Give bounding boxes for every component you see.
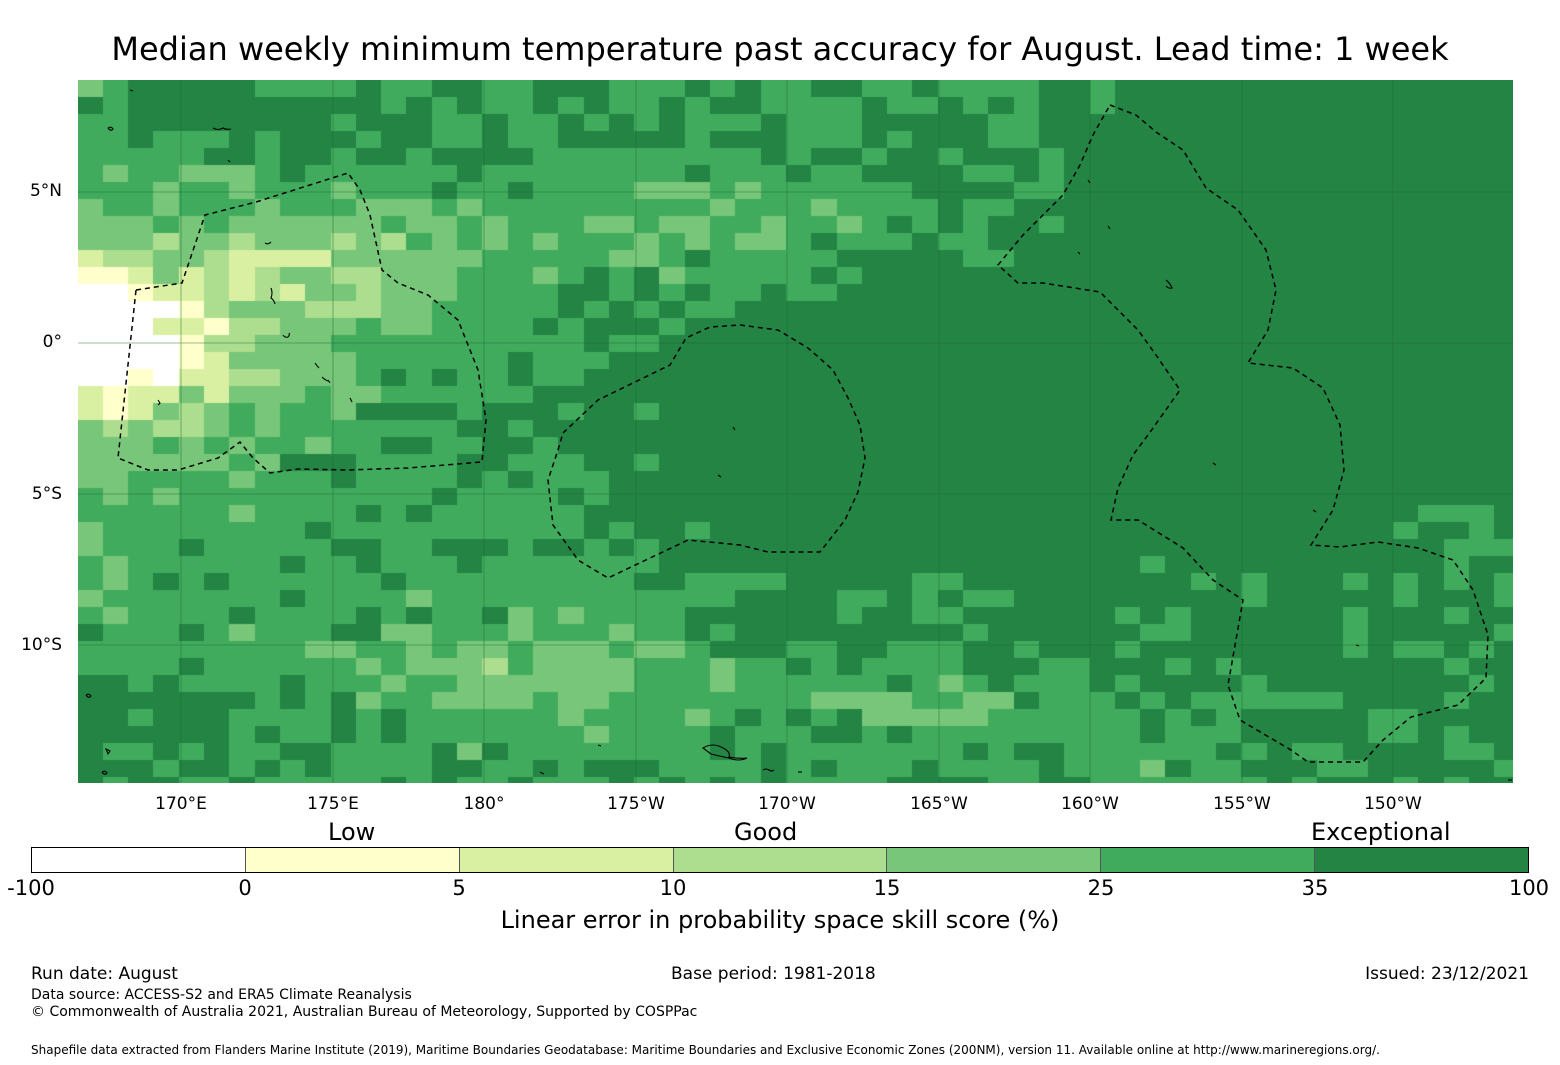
lon-label-175w: 175°W bbox=[607, 794, 665, 814]
eez-boundary-kiribati-line-islands bbox=[996, 104, 1489, 763]
run-date: Run date: August bbox=[31, 964, 178, 984]
issued-date: Issued: 23/12/2021 bbox=[1365, 964, 1529, 984]
colorbar-segment bbox=[32, 848, 246, 872]
colorbar-segment bbox=[673, 848, 888, 872]
skill-score-map bbox=[78, 80, 1513, 783]
colorbar bbox=[31, 847, 1529, 873]
colorbar-tick: 15 bbox=[873, 876, 901, 900]
lon-label-175e: 175°E bbox=[307, 794, 359, 814]
skill-score-heatmap bbox=[78, 80, 1513, 783]
colorbar-segment bbox=[1315, 848, 1529, 872]
category-exceptional: Exceptional bbox=[1311, 818, 1451, 846]
lon-label-150w: 150°W bbox=[1364, 794, 1422, 814]
lat-label-10s: 10°S bbox=[21, 635, 62, 655]
colorbar-tick: 0 bbox=[238, 876, 252, 900]
base-period: Base period: 1981-2018 bbox=[671, 964, 876, 984]
lon-label-165w: 165°W bbox=[910, 794, 968, 814]
shapefile-credit: Shapefile data extracted from Flanders M… bbox=[31, 1043, 1380, 1057]
copyright: © Commonwealth of Australia 2021, Austra… bbox=[31, 1004, 698, 1020]
colorbar-tick: 10 bbox=[659, 876, 687, 900]
lon-label-155w: 155°W bbox=[1213, 794, 1271, 814]
colorbar-tick: 25 bbox=[1087, 876, 1115, 900]
category-good: Good bbox=[734, 818, 798, 846]
lon-label-170e: 170°E bbox=[155, 794, 207, 814]
graticule bbox=[78, 80, 1513, 783]
map-overlay bbox=[78, 80, 1513, 783]
eez-boundary-tokelau bbox=[547, 324, 866, 579]
lon-label-160w: 160°W bbox=[1061, 794, 1119, 814]
islands bbox=[85, 89, 1512, 781]
colorbar-segment bbox=[245, 848, 460, 872]
map-title: Median weekly minimum temperature past a… bbox=[111, 30, 1449, 68]
colorbar-tick: 35 bbox=[1301, 876, 1329, 900]
lat-label-0: 0° bbox=[42, 332, 62, 352]
data-source: Data source: ACCESS-S2 and ERA5 Climate … bbox=[31, 987, 412, 1003]
lat-label-5s: 5°S bbox=[31, 484, 62, 504]
lat-label-5n: 5°N bbox=[29, 181, 62, 201]
colorbar-tick: 100 bbox=[1508, 876, 1550, 900]
colorbar-tick: -100 bbox=[7, 876, 55, 900]
colorbar-segment bbox=[459, 848, 674, 872]
lon-label-180: 180° bbox=[463, 794, 505, 814]
colorbar-segment bbox=[887, 848, 1102, 872]
colorbar-label: Linear error in probability space skill … bbox=[500, 906, 1060, 934]
lon-label-170w: 170°W bbox=[758, 794, 816, 814]
category-low: Low bbox=[328, 818, 376, 846]
colorbar-tick: 5 bbox=[452, 876, 466, 900]
eez-boundary-tuvalu-kiribati-west bbox=[117, 172, 487, 474]
colorbar-segment bbox=[1101, 848, 1316, 872]
